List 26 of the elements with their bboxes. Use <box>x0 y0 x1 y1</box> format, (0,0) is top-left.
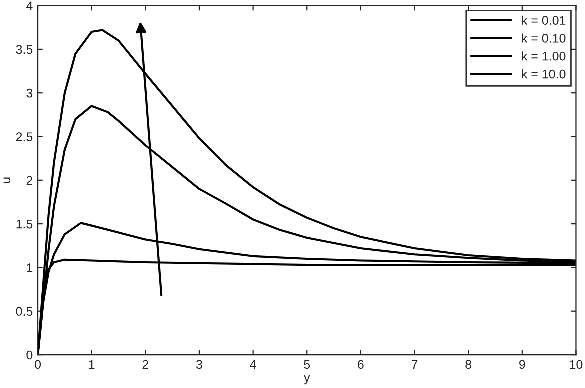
y-tick-label: 3 <box>26 88 33 98</box>
legend-label: k = 0.01 <box>522 16 566 25</box>
x-tick-label: 5 <box>304 360 310 370</box>
y-tick-label: 4 <box>26 2 33 10</box>
y-tick-label: 2 <box>26 176 33 185</box>
y-tick-label: 0.5 <box>16 307 33 316</box>
x-tick-label: 10 <box>570 360 583 370</box>
y-tick-label: 0 <box>26 350 33 360</box>
y-tick-label: 1 <box>27 264 33 272</box>
y-tick-label: 2.5 <box>16 132 33 142</box>
x-tick-label: 3 <box>196 360 202 370</box>
x-tick-label: 2 <box>142 360 149 369</box>
x-tick-label: 4 <box>250 360 256 369</box>
legend-label: k = 0.10 <box>522 34 566 43</box>
x-tick-label: 6 <box>358 360 364 370</box>
legend-label: k = 1.00 <box>522 52 566 61</box>
x-tick-label: 1 <box>89 360 95 369</box>
x-tick-label: 7 <box>412 360 418 369</box>
y-axis-title: u <box>4 178 11 184</box>
x-tick-label: 9 <box>520 360 526 370</box>
y-tick-label: 3.5 <box>16 45 33 54</box>
x-tick-label: 0 <box>35 360 42 370</box>
x-tick-label: 8 <box>466 360 472 370</box>
x-axis-title: y <box>304 375 310 385</box>
legend-label: k = 10.0 <box>522 70 566 79</box>
y-tick-label: 1.5 <box>16 220 33 229</box>
